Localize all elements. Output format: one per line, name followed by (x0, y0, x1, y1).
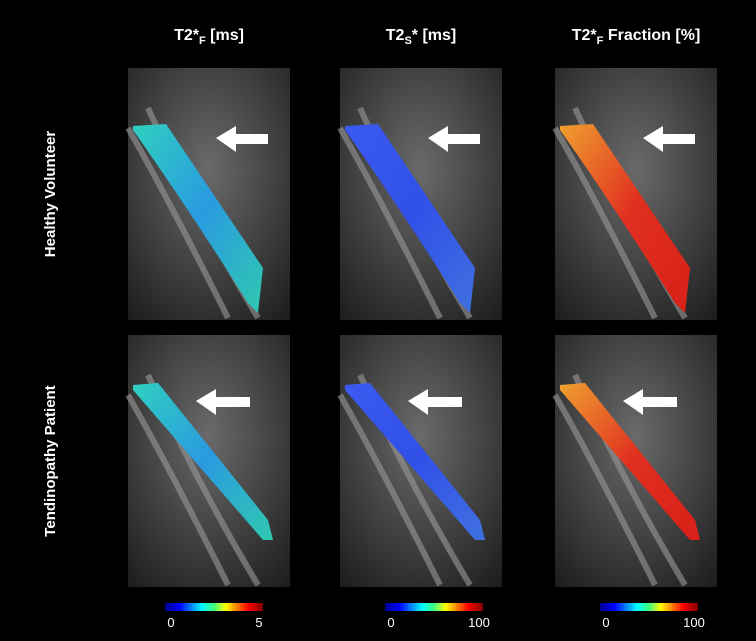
colorbar (385, 603, 483, 611)
colorbar-max: 100 (468, 615, 490, 630)
colorbar-min: 0 (602, 615, 609, 630)
colorbar-min: 0 (387, 615, 394, 630)
title-rest: [ms] (206, 27, 244, 44)
title-subscript: S (404, 35, 411, 47)
row-label: Healthy Volunteer (42, 131, 59, 258)
figure: T2*F [ms]05T2S* [ms]0100T2*F Fraction [%… (0, 0, 756, 641)
colorbar (600, 603, 698, 611)
colorbar-min: 0 (167, 615, 174, 630)
title-rest: * [ms] (412, 27, 456, 44)
colorbar-max: 100 (683, 615, 705, 630)
title-rest: Fraction [%] (603, 27, 700, 44)
mri-panel (555, 68, 717, 320)
colorbar (165, 603, 263, 611)
mri-panel (555, 335, 717, 587)
colorbar-max: 5 (255, 615, 262, 630)
mri-panel (128, 335, 290, 587)
mri-panel (340, 68, 502, 320)
title-main: T2 (386, 27, 405, 44)
mri-panel (340, 335, 502, 587)
title-main: T2* (174, 27, 200, 44)
mri-panel (128, 68, 290, 320)
title-main: T2* (572, 27, 598, 44)
row-label: Tendinopathy Patient (42, 385, 59, 536)
